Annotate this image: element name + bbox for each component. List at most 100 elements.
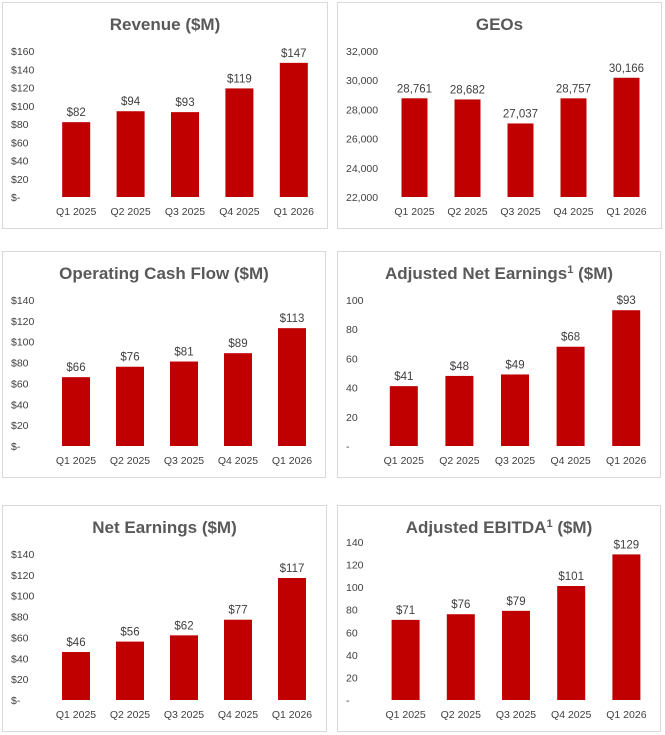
bar [612,554,641,700]
chart-title-suffix: ($M) [553,518,593,537]
chart-svg: Adjusted Net Earnings1 ($M) - 20 40 60 80 100 $… [346,264,646,467]
bar [278,577,306,700]
data-label: $76 [451,599,470,611]
x-tick-label: Q1 2025 [384,455,424,467]
bar [612,310,641,446]
chart-title: Net Earnings ($M) [92,518,237,537]
y-tick-label: $140 [11,64,35,76]
y-tick-label: $40 [11,156,29,168]
bar [278,328,306,446]
bar [62,377,90,446]
y-tick-label: 40 [346,383,358,395]
x-tick-label: Q3 2025 [500,206,540,218]
y-tick-label: 80 [346,605,358,617]
x-tick-label: Q3 2025 [164,709,204,721]
data-label: $71 [396,605,415,617]
y-tick-label: $120 [11,570,35,582]
chart-title-superscript: 1 [546,518,552,530]
data-label: $113 [280,313,305,325]
x-tick-label: Q4 2025 [219,206,259,218]
y-tick-label: 20 [346,672,358,684]
data-label: 27,037 [503,108,538,120]
y-tick-label: 120 [346,560,364,572]
x-tick-label: Q1 2025 [56,709,96,721]
data-label: $66 [66,362,85,374]
data-label: $93 [617,295,636,307]
data-label: $46 [66,637,85,649]
x-tick-label: Q4 2025 [218,709,258,721]
x-tick-label: Q3 2025 [496,709,536,721]
chart-svg: Revenue ($M) $- $20 $40 $60 $80 $100 $120 $140 $1… [11,15,314,218]
x-tick-label: Q1 2026 [606,455,646,467]
chart-title: Adjusted EBITDA1 ($M) [406,518,593,537]
y-tick-label: $120 [11,316,35,328]
bar [401,98,428,197]
y-tick-label: $- [11,695,21,707]
bar [445,375,474,446]
y-tick-label: 28,000 [346,104,378,116]
y-tick-label: $40 [11,653,29,665]
x-tick-label: Q4 2025 [550,455,590,467]
chart-title-text: Net Earnings ($M) [92,518,237,537]
adjusted-net-earnings-chart-panel: Adjusted Net Earnings1 ($M) - 20 40 60 80 100 $… [337,251,661,478]
x-tick-label: Q3 2025 [165,206,205,218]
x-tick-label: Q2 2025 [439,455,479,467]
y-tick-label: $100 [11,337,35,349]
bar [391,619,420,700]
bar [116,366,144,446]
y-tick-label: 26,000 [346,134,378,146]
y-tick-label: $140 [11,549,35,561]
bar [389,386,418,446]
y-tick-label: $- [11,441,21,453]
y-tick-label: 100 [346,582,364,594]
x-tick-label: Q1 2026 [272,709,312,721]
revenue-chart-panel: Revenue ($M) $- $20 $40 $60 $80 $100 $120 $140 $1… [2,2,328,229]
chart-title-text: Revenue ($M) [110,15,221,34]
bar [62,652,90,700]
bar [446,614,475,700]
data-label: $79 [506,596,525,608]
x-tick-label: Q1 2025 [385,709,425,721]
y-tick-label: 60 [346,627,358,639]
chart-title-text: GEOs [476,15,523,34]
x-tick-label: Q1 2026 [606,206,646,218]
bar [225,88,254,197]
bar [171,112,199,197]
data-label: $93 [175,97,194,109]
chart-title: Revenue ($M) [110,15,221,34]
y-tick-label: $100 [11,591,35,603]
x-tick-label: Q1 2025 [56,206,96,218]
chart-svg: Operating Cash Flow ($M) $- $20 $40 $60 $80 $1… [11,264,312,467]
bar [613,77,640,197]
chart-svg: Net Earnings ($M) $- $20 $40 $60 $80 $100 $120 $… [11,518,312,721]
data-label: $101 [558,571,584,583]
chart-svg: Adjusted EBITDA1 ($M) - 20 40 60 80 100 120 140 $… [346,518,647,721]
y-tick-label: $80 [11,119,29,131]
y-tick-label: $80 [11,612,29,624]
data-label: $62 [174,620,193,632]
bar [62,122,91,197]
data-label: $41 [394,371,413,383]
bar [170,635,198,700]
chart-title-text: Operating Cash Flow ($M) [59,264,269,283]
y-tick-label: $20 [11,674,29,686]
data-label: $119 [227,73,252,85]
data-label: $82 [67,107,86,119]
data-label: 28,682 [450,84,485,96]
data-label: 28,757 [556,83,591,95]
data-label: $77 [228,605,247,617]
y-tick-label: $100 [11,101,35,113]
geos-chart-panel: GEOs 22,000 24,000 26,000 28,000 30,000 32,000… [337,2,662,229]
bar [502,610,530,700]
data-label: 28,761 [397,83,432,95]
chart-svg: GEOs 22,000 24,000 26,000 28,000 30,000 32,000… [346,15,647,218]
x-tick-label: Q3 2025 [495,455,535,467]
x-tick-label: Q4 2025 [553,206,593,218]
y-tick-label: 40 [346,650,358,662]
bar [556,346,585,446]
bar [224,353,252,446]
y-tick-label: $60 [11,137,29,149]
y-tick-label: - [346,695,350,707]
y-tick-label: 20 [346,412,358,424]
chart-title: GEOs [476,15,523,34]
